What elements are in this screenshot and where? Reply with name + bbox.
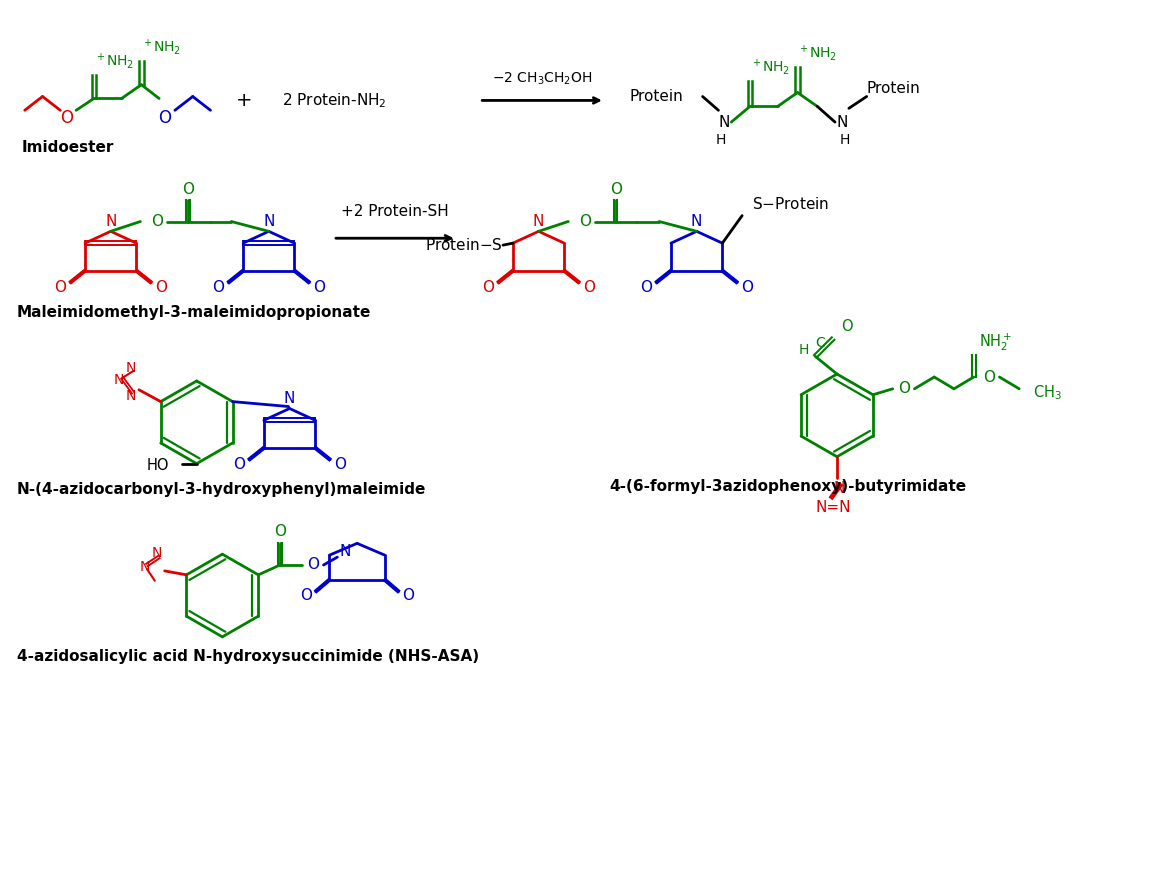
- Text: O: O: [610, 181, 622, 196]
- Text: O: O: [579, 214, 591, 229]
- Text: O: O: [640, 280, 652, 295]
- Text: HO: HO: [147, 458, 169, 473]
- Text: N: N: [126, 389, 136, 403]
- Text: O: O: [306, 558, 319, 573]
- Text: O: O: [182, 181, 194, 196]
- Text: N-(4-azidocarbonyl-3-hydroxyphenyl)maleimide: N-(4-azidocarbonyl-3-hydroxyphenyl)malei…: [16, 481, 426, 496]
- Text: O: O: [158, 109, 171, 128]
- Text: NH$_2^+$: NH$_2^+$: [979, 332, 1012, 354]
- Text: N: N: [126, 361, 136, 375]
- Text: O: O: [233, 457, 245, 472]
- Text: 4-azidosalicylic acid N-hydroxysuccinimide (NHS-ASA): 4-azidosalicylic acid N-hydroxysuccinimi…: [16, 649, 479, 664]
- Text: O: O: [313, 280, 325, 295]
- Text: N: N: [263, 214, 274, 229]
- Text: O: O: [741, 280, 753, 295]
- Text: N: N: [106, 214, 116, 229]
- Text: $^+$NH$_2$: $^+$NH$_2$: [798, 43, 838, 63]
- Text: O: O: [482, 280, 494, 295]
- Text: Maleimidomethyl-3-maleimidopropionate: Maleimidomethyl-3-maleimidopropionate: [16, 304, 371, 319]
- Text: +: +: [236, 91, 252, 110]
- Text: CH$_3$: CH$_3$: [1033, 384, 1062, 402]
- Text: N: N: [284, 392, 296, 407]
- Text: C: C: [815, 335, 825, 349]
- Text: Protein$-$S: Protein$-$S: [426, 237, 503, 253]
- Text: N: N: [719, 114, 730, 129]
- Text: $^+$NH$_2$: $^+$NH$_2$: [750, 57, 789, 77]
- Text: N=N: N=N: [815, 501, 850, 516]
- Text: S$-$Protein: S$-$Protein: [752, 195, 829, 212]
- Text: O: O: [583, 280, 595, 295]
- Text: N: N: [833, 480, 845, 495]
- Text: O: O: [60, 109, 73, 128]
- Text: N: N: [140, 560, 150, 574]
- Text: N: N: [691, 214, 703, 229]
- Text: O: O: [334, 457, 346, 472]
- Text: O: O: [54, 280, 67, 295]
- Text: N: N: [114, 373, 124, 387]
- Text: O: O: [155, 280, 167, 295]
- Text: N: N: [339, 544, 351, 559]
- Text: $^+$NH$_2$: $^+$NH$_2$: [94, 51, 134, 71]
- Text: O: O: [983, 370, 996, 385]
- Text: +2 Protein-SH: +2 Protein-SH: [341, 204, 449, 219]
- Text: Imidoester: Imidoester: [22, 140, 114, 155]
- Text: O: O: [212, 280, 224, 295]
- Text: 2 Protein-NH$_2$: 2 Protein-NH$_2$: [282, 92, 386, 110]
- Text: O: O: [300, 588, 312, 603]
- Text: Protein: Protein: [630, 89, 683, 104]
- Text: 4-(6-formyl-3azidophenoxy)-butyrimidate: 4-(6-formyl-3azidophenoxy)-butyrimidate: [610, 479, 967, 494]
- Text: O: O: [151, 214, 163, 229]
- Text: O: O: [402, 588, 414, 603]
- Text: O: O: [899, 381, 910, 396]
- Text: $-$2 CH$_3$CH$_2$OH: $-$2 CH$_3$CH$_2$OH: [493, 70, 592, 87]
- Text: H: H: [798, 343, 808, 357]
- Text: N: N: [151, 546, 162, 561]
- Text: Protein: Protein: [867, 81, 921, 96]
- Text: O: O: [274, 524, 286, 539]
- Text: O: O: [841, 319, 853, 334]
- Text: N: N: [836, 114, 848, 129]
- Text: H: H: [840, 133, 850, 147]
- Text: H: H: [716, 133, 726, 147]
- Text: $^+$NH$_2$: $^+$NH$_2$: [141, 38, 181, 57]
- Text: N: N: [533, 214, 544, 229]
